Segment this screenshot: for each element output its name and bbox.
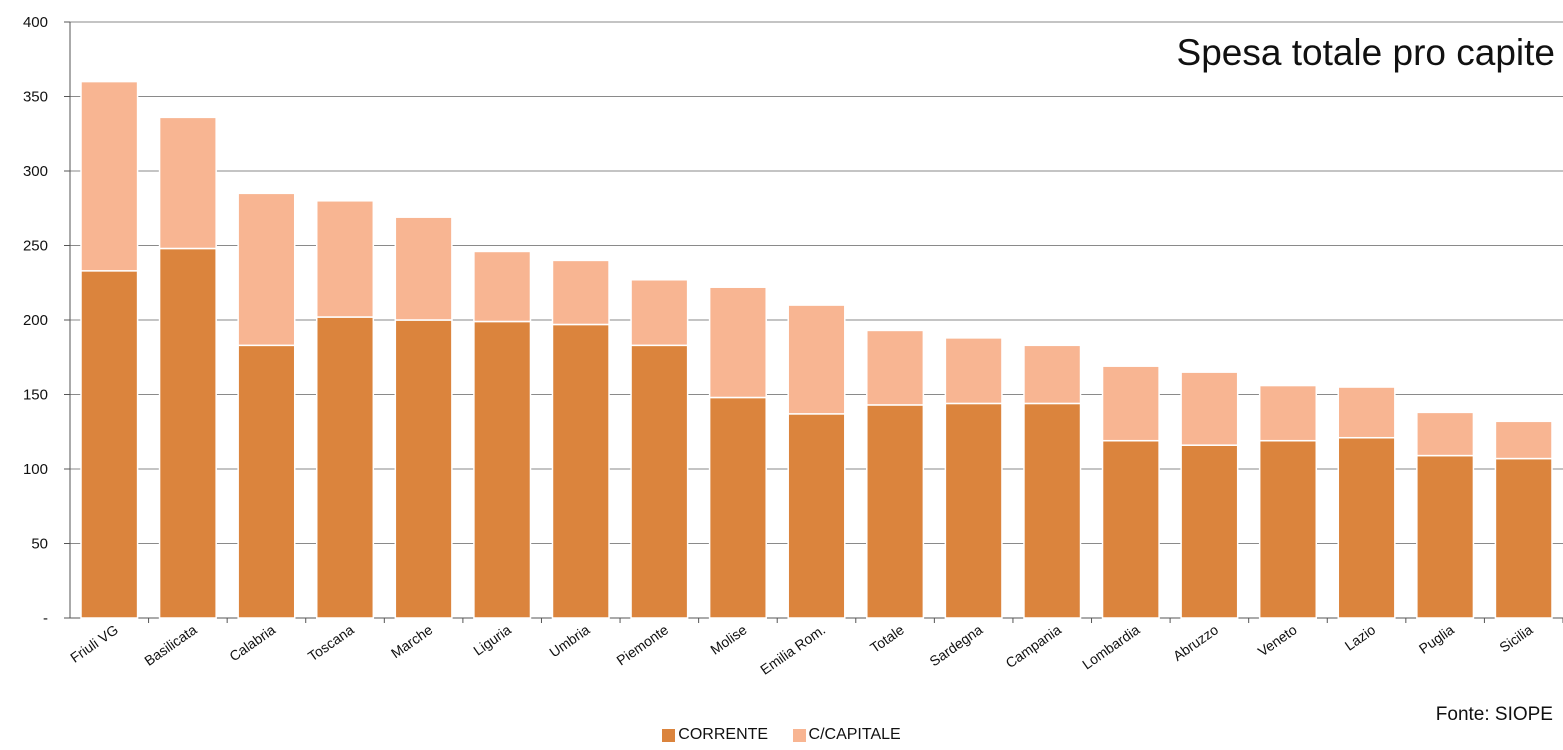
bar-corrente: [237, 344, 296, 619]
y-tick-label: 300: [23, 163, 48, 180]
y-tick-label: 400: [23, 14, 48, 31]
bar-capitale: [1416, 411, 1475, 457]
bar-corrente: [866, 404, 925, 619]
bar-corrente: [473, 320, 532, 619]
y-tick-label: 100: [23, 461, 48, 478]
bar-capitale: [315, 200, 375, 318]
legend-item-capitale: C/CAPITALE: [792, 726, 901, 744]
bar-capitale: [1180, 371, 1239, 446]
x-tick-label: Emilia Rom.: [757, 621, 828, 677]
bar-capitale: [1337, 386, 1396, 439]
bar-capitale: [1101, 365, 1160, 442]
bar-corrente: [787, 413, 846, 619]
chart-title: Spesa totale pro capite: [1176, 32, 1555, 73]
legend-swatch-capitale: [792, 728, 806, 742]
bar-capitale: [787, 304, 846, 415]
bar-corrente: [551, 323, 610, 619]
x-tick-label: Sardegna: [926, 621, 985, 669]
x-tick-label: Totale: [867, 621, 907, 656]
x-tick-label: Calabria: [226, 621, 278, 664]
x-tick-label: Lombardia: [1079, 621, 1143, 672]
bar-corrente: [1180, 444, 1239, 619]
bar-corrente: [315, 316, 375, 619]
x-tick-label: Umbria: [546, 621, 592, 660]
bar-capitale: [944, 337, 1003, 405]
bar-corrente: [1258, 439, 1318, 619]
x-tick-label: Basilicata: [141, 621, 199, 669]
bar-capitale: [1258, 384, 1318, 442]
x-tick-label: Piemonte: [613, 621, 671, 668]
x-tick-label: Toscana: [305, 621, 357, 664]
legend: CORRENTE C/CAPITALE: [0, 726, 1563, 747]
x-tick-label: Friuli VG: [67, 621, 121, 665]
bar-corrente: [80, 270, 139, 619]
bar-corrente: [1337, 436, 1396, 619]
bar-capitale: [80, 80, 139, 272]
bar-corrente: [1101, 439, 1160, 619]
bar-capitale: [394, 216, 453, 321]
legend-swatch-corrente: [662, 728, 676, 742]
x-tick-label: Campania: [1002, 621, 1064, 671]
bar-corrente: [1494, 457, 1553, 619]
y-tick-label: 350: [23, 89, 48, 106]
y-tick-label: 200: [23, 312, 48, 329]
x-tick-label: Lazio: [1342, 621, 1379, 653]
legend-item-corrente: CORRENTE: [662, 726, 768, 744]
bar-corrente: [1023, 402, 1082, 619]
bar-capitale: [630, 279, 689, 347]
bar-capitale: [1494, 420, 1553, 460]
x-tick-label: Abruzzo: [1170, 621, 1221, 664]
x-tick-label: Molise: [707, 621, 749, 657]
bar-capitale: [551, 259, 610, 326]
y-tick-label: 250: [23, 238, 48, 255]
legend-label-capitale: C/CAPITALE: [808, 726, 901, 743]
bar-corrente: [630, 344, 689, 619]
y-tick-label: 50: [31, 536, 48, 553]
bar-corrente: [708, 396, 767, 619]
bar-capitale: [708, 286, 767, 399]
bar-capitale: [866, 329, 925, 406]
x-tick-label: Marche: [388, 621, 436, 661]
bar-corrente: [158, 247, 217, 619]
source-note: Fonte: SIOPE: [1435, 704, 1553, 725]
x-tick-label: Veneto: [1255, 621, 1300, 659]
x-tick-label: Sicilia: [1496, 621, 1535, 655]
y-tick-label: 150: [23, 387, 48, 404]
bar-capitale: [158, 116, 217, 250]
bar-capitale: [1023, 344, 1082, 405]
legend-label-corrente: CORRENTE: [678, 726, 769, 743]
x-tick-label: Puglia: [1416, 621, 1457, 657]
bar-capitale: [473, 250, 532, 323]
bar-corrente: [1416, 454, 1475, 619]
bar-corrente: [394, 319, 453, 619]
bar-capitale: [237, 192, 296, 347]
x-tick-label: Liguria: [470, 621, 514, 658]
bar-corrente: [944, 402, 1003, 619]
y-tick-label: -: [43, 610, 48, 627]
